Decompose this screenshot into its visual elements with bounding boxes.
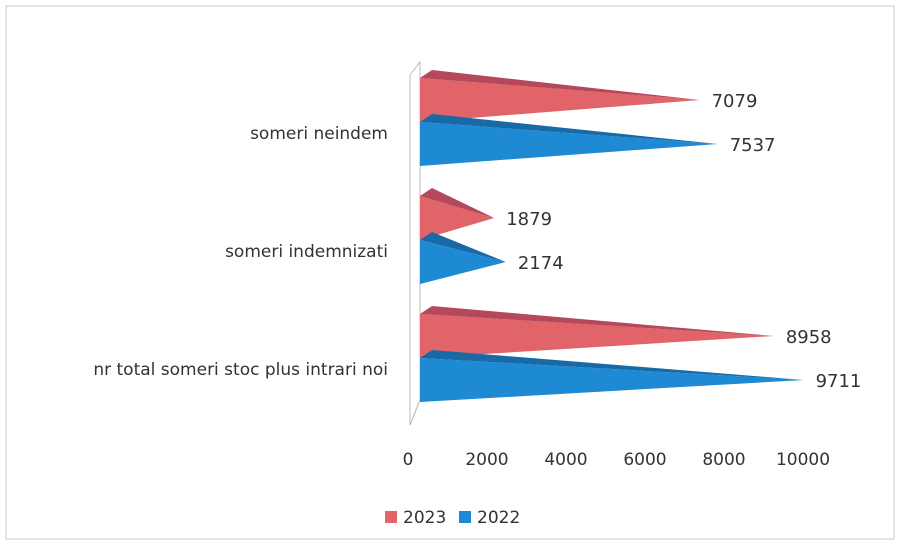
bar-top <box>420 70 700 100</box>
x-tick-label: 8000 <box>702 450 745 470</box>
bar-top <box>420 114 718 144</box>
bar <box>420 358 804 402</box>
bar <box>420 240 506 284</box>
bar <box>420 314 774 358</box>
y-tick-label: nr total someri stoc plus intrari noi <box>93 360 388 380</box>
x-tick-label: 2000 <box>465 450 508 470</box>
data-label: 7079 <box>712 91 758 112</box>
data-label: 9711 <box>816 371 862 392</box>
bar <box>420 196 495 240</box>
legend-swatch <box>459 511 471 523</box>
y-tick-label: someri indemnizati <box>225 242 388 262</box>
bar-top <box>420 350 804 380</box>
data-label: 2174 <box>518 253 564 274</box>
floor-edge <box>409 399 421 426</box>
bar-top <box>420 188 495 218</box>
x-tick-label: 4000 <box>544 450 587 470</box>
legend-label: 2023 <box>403 508 446 528</box>
x-tick-label: 10000 <box>776 450 830 470</box>
bar <box>420 122 718 166</box>
data-label: 8958 <box>786 327 832 348</box>
x-tick-label: 0 <box>403 450 414 470</box>
bar-top <box>420 232 506 262</box>
legend-label: 2022 <box>477 508 520 528</box>
bar-top <box>420 306 774 336</box>
x-tick-label: 6000 <box>623 450 666 470</box>
y-tick-label: someri neindem <box>250 124 388 144</box>
bar <box>420 78 700 122</box>
legend-swatch <box>385 511 397 523</box>
data-label: 7537 <box>730 135 776 156</box>
data-label: 1879 <box>506 209 552 230</box>
